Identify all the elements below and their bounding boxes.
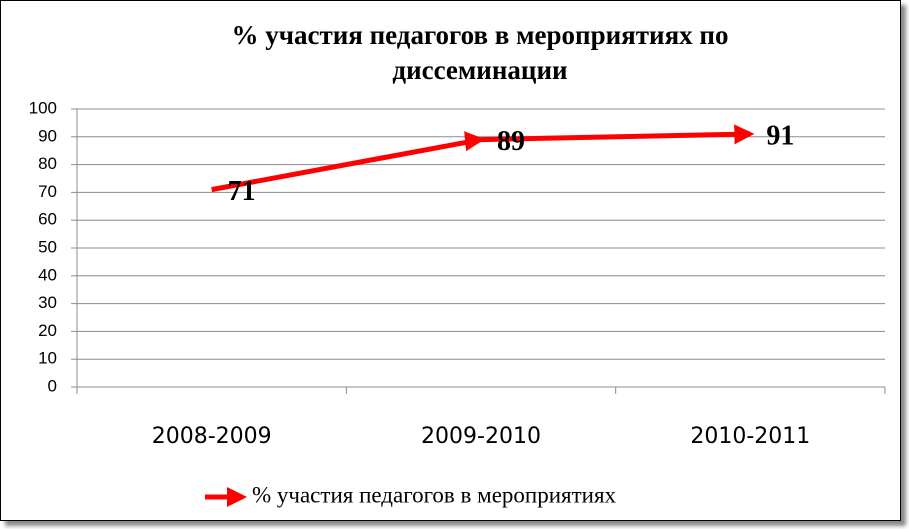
x-tick-label: 2010-2011 [690,424,810,449]
data-label: 91 [766,120,794,151]
y-tick-label: 60 [38,210,57,229]
data-label: 89 [497,126,525,157]
series-line [211,124,755,193]
chart-frame [0,0,901,521]
y-tick-label: 0 [48,376,57,395]
data-label: 71 [228,176,256,207]
y-tick-label: 30 [38,293,57,312]
y-tick-label: 70 [38,182,57,201]
x-tick-label: 2008-2009 [152,424,272,449]
y-tick-label: 50 [38,237,57,256]
y-tick-label: 20 [38,321,57,340]
y-tick-label: 40 [38,265,57,284]
y-tick-label: 100 [29,98,57,117]
y-tick-label: 90 [38,126,57,145]
x-tick-label: 2009-2010 [421,424,541,449]
y-tick-label: 10 [38,349,57,368]
legend-label: % участия педагогов в мероприятиях [252,482,617,507]
y-tick-label: 80 [38,154,57,173]
chart-title: % участия педагогов в мероприятиях по ди… [231,20,729,85]
